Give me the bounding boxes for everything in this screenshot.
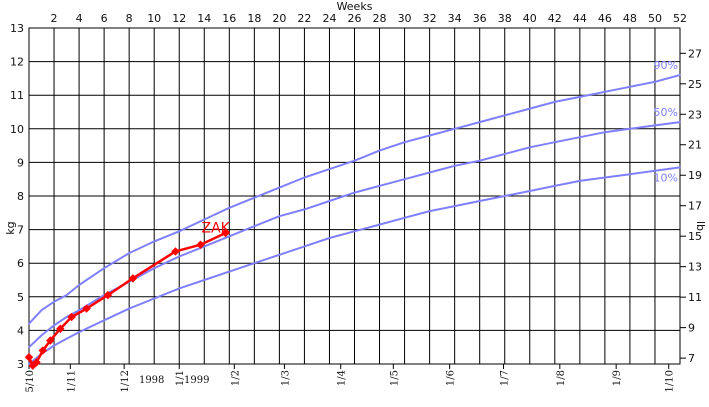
week-tick-label: 28 [373,12,387,25]
week-tick-label: 42 [548,12,562,25]
week-tick-label: 44 [573,12,587,25]
data-point-marker [103,290,113,300]
date-label: 1/2 [230,370,241,386]
lb-tick-label: 17 [688,200,702,213]
lb-tick-label: 23 [688,108,702,121]
date-label: 1/8 [556,370,567,386]
kg-tick-label: 13 [10,22,24,35]
lb-tick-label: 9 [688,322,695,335]
percentile-line [28,166,681,365]
week-tick-label: 46 [598,12,612,25]
data-point-marker [32,358,41,367]
date-label: 1/11 [66,370,77,392]
week-tick-label: 36 [473,12,487,25]
week-tick-label: 10 [147,12,161,25]
data-point-marker [67,312,76,322]
date-label: 1/9 [612,370,623,386]
lb-tick-label: 19 [688,169,702,182]
week-tick-label: 40 [523,12,537,25]
data-point-marker [38,346,48,355]
week-tick-label: 38 [498,12,512,25]
week-tick-label: 48 [623,12,637,25]
date-label: 1/10 [665,370,676,392]
left-axis-title: kg [4,221,17,234]
lb-tick-label: 11 [688,291,702,304]
kg-tick-label: 5 [17,291,24,304]
date-label: 1/5 [389,370,400,386]
lb-tick-label: 25 [688,78,702,91]
percentile-label: 90% [654,59,678,72]
date-label: 1/1 [175,370,186,386]
kg-tick-label: 7 [17,224,24,237]
percentile-label: 10% [654,171,678,184]
week-tick-label: 52 [673,12,687,25]
kg-tick-label: 12 [10,56,24,69]
week-tick-label: 32 [423,12,437,25]
percentile-line [28,74,681,325]
lb-tick-label: 13 [688,261,702,274]
data-point-marker [221,228,230,238]
week-tick-label: 4 [76,12,83,25]
week-tick-label: 8 [126,12,133,25]
date-label: 5/10 [25,370,36,392]
week-tick-label: 18 [247,12,261,25]
date-label: 1/3 [280,370,291,386]
data-point-marker [171,247,180,256]
kg-tick-label: 11 [10,89,24,102]
data-point-marker [46,336,55,345]
data-point-marker [24,353,34,362]
lb-tick-label: 27 [688,47,702,60]
year-label: 1999 [184,375,209,386]
week-tick-label: 12 [172,12,186,25]
week-tick-label: 26 [348,12,362,25]
percentile-line [28,121,681,349]
lb-tick-label: 7 [688,352,695,365]
right-axis-title: lb [694,221,707,231]
kg-tick-label: 3 [17,358,24,371]
date-label: 1/6 [446,370,457,386]
data-point-marker [56,324,65,333]
data-point-marker [128,274,138,283]
kg-tick-label: 9 [17,156,24,169]
date-label: 1/12 [120,370,131,392]
percentile-label: 50% [654,106,678,119]
week-tick-label: 22 [297,12,311,25]
date-label: 1/4 [337,370,348,386]
plot-frame [28,27,681,365]
week-tick-label: 24 [322,12,336,25]
date-label: 1/7 [499,370,510,386]
kg-tick-label: 10 [10,123,24,136]
week-tick-label: 6 [101,12,108,25]
kg-tick-label: 4 [17,324,24,337]
data-point-marker [196,240,205,249]
lb-tick-label: 15 [688,230,702,243]
year-label: 1998 [139,375,164,386]
week-tick-label: 16 [222,12,236,25]
series-label-zak: ZAK [202,221,231,237]
top-axis-title: Weeks [337,0,373,13]
week-tick-label: 50 [648,12,662,25]
kg-tick-label: 6 [17,257,24,270]
week-tick-label: 20 [272,12,286,25]
lb-tick-label: 21 [688,139,702,152]
week-tick-label: 2 [51,12,58,25]
week-tick-label: 30 [398,12,412,25]
kg-tick-label: 8 [17,190,24,203]
week-tick-label: 14 [197,12,211,25]
data-point-marker [82,304,91,313]
week-tick-label: 34 [448,12,462,25]
